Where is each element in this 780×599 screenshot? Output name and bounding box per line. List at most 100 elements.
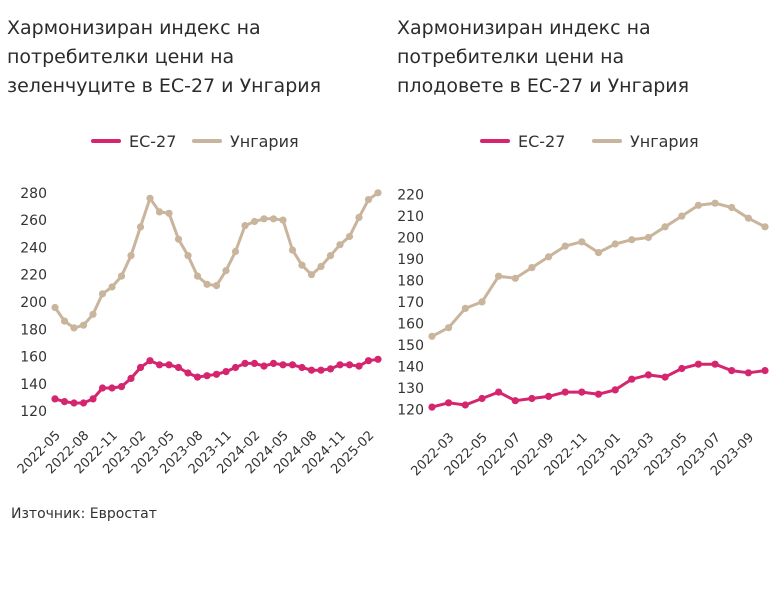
y-tick-label: 130 [397,381,424,397]
data-point-hungary [117,272,126,280]
legend-label-eu27: ЕС-27 [129,132,176,151]
vegetables-chart: ЕС-27 Унгария1201401601802002202402602802… [15,132,382,477]
y-tick-label: 120 [397,402,424,418]
data-point-hungary [98,290,107,298]
data-point-hungary [728,203,736,212]
series-line-hungary [53,191,379,330]
data-point-eu27 [222,368,230,376]
data-point-eu27 [279,361,287,369]
y-tick-label: 280 [20,186,47,202]
data-point-hungary [260,215,268,223]
data-point-eu27 [174,363,183,372]
data-point-eu27 [326,365,335,373]
data-point-hungary [298,261,306,269]
data-point-hungary [644,233,652,242]
data-point-hungary [326,252,335,260]
y-tick-label: 180 [20,322,47,338]
data-point-eu27 [136,363,145,372]
y-tick-label: 220 [397,188,424,204]
data-point-hungary [231,247,240,256]
data-point-eu27 [212,370,221,378]
data-point-eu27 [193,373,202,381]
data-point-eu27 [594,390,603,398]
data-point-eu27 [117,383,126,391]
data-point-hungary [307,271,316,279]
data-point-hungary [174,235,183,243]
data-point-hungary [184,252,192,260]
data-point-eu27 [511,397,519,405]
data-point-eu27 [528,394,536,403]
data-point-eu27 [678,364,686,373]
data-point-eu27 [628,375,636,383]
data-point-eu27 [165,361,173,369]
data-point-eu27 [545,392,553,400]
data-point-eu27 [711,360,719,368]
data-point-hungary [364,196,373,204]
data-point-hungary [711,199,719,207]
legend-label-eu27: ЕС-27 [518,132,565,151]
data-point-hungary [478,298,486,306]
data-point-eu27 [108,384,116,392]
data-point-hungary [250,217,259,226]
data-point-hungary [193,272,202,280]
data-point-eu27 [694,360,702,368]
data-point-eu27 [761,367,769,375]
data-point-hungary [511,274,519,282]
legend-label-hungary: Унгария [630,132,699,151]
chart-title-vegetables: Хармонизиран индекс на потребителки цени… [7,17,322,97]
data-point-hungary [336,241,344,249]
data-point-eu27 [70,399,78,407]
y-tick-label: 260 [20,213,47,229]
data-point-hungary [578,238,586,246]
data-point-eu27 [744,369,752,377]
chart-title-fruits: Хармонизиран индекс на потребителки цени… [397,17,690,97]
y-tick-label: 160 [20,350,47,366]
fruits-chart: ЕС-27 Унгария 120 130 140 150 160 170 180 190 200 2… [397,132,769,479]
data-point-eu27 [374,355,382,363]
data-point-eu27 [336,361,344,369]
data-point-hungary [222,267,230,275]
data-point-hungary [694,201,702,209]
series-line-hungary [431,201,766,338]
data-point-eu27 [478,394,486,403]
data-point-eu27 [728,367,736,375]
data-point-eu27 [231,363,240,372]
data-point-eu27 [288,361,297,369]
data-point-eu27 [495,388,503,396]
data-point-hungary [136,223,145,231]
data-point-hungary [661,223,669,231]
y-tick-label: 140 [397,359,424,375]
data-point-hungary [79,321,88,329]
data-point-hungary [345,232,354,241]
data-point-hungary [108,283,116,291]
data-point-eu27 [298,363,306,372]
data-point-hungary [445,324,453,332]
data-point-hungary [212,282,221,290]
y-tick-label: 190 [397,252,424,268]
data-point-hungary [203,280,211,288]
data-point-hungary [611,240,619,248]
data-point-eu27 [445,399,453,407]
data-point-eu27 [307,366,316,374]
data-point-hungary [761,223,769,231]
y-tick-label: 210 [397,209,424,225]
data-point-eu27 [345,361,354,369]
data-point-eu27 [461,401,469,409]
data-point-eu27 [184,369,192,377]
data-point-eu27 [79,399,88,407]
data-point-eu27 [661,373,669,381]
data-point-hungary [428,332,436,340]
y-tick-label: 140 [20,377,47,393]
data-point-hungary [355,213,363,221]
data-point-eu27 [60,398,69,406]
data-point-eu27 [155,361,164,369]
data-point-hungary [461,304,469,312]
data-point-hungary [528,264,536,272]
data-point-eu27 [260,362,268,370]
y-tick-label: 240 [20,240,47,256]
y-tick-label: 150 [397,338,424,354]
data-point-eu27 [146,357,154,365]
y-tick-label: 220 [20,268,47,284]
y-tick-label: 180 [397,273,424,289]
data-point-hungary [594,249,603,257]
